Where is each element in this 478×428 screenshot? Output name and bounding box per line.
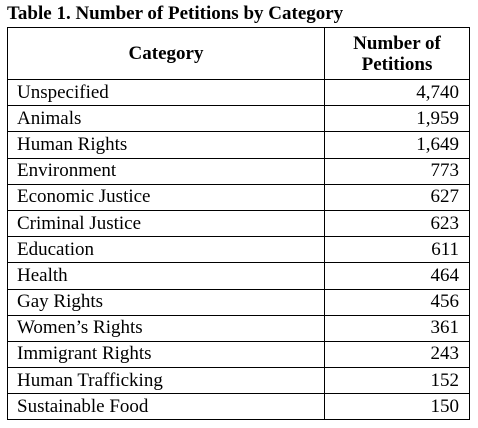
count-cell: 4,740 [324, 78, 470, 107]
header-cell: Category [7, 27, 325, 80]
table-row: Gay Rights 456 [7, 288, 470, 316]
table-row: Environment 773 [7, 157, 470, 185]
header-row: Category Number of Petitions [7, 27, 470, 80]
count-cell: 773 [324, 157, 470, 185]
category-cell: Education [7, 236, 325, 264]
category-cell: Human Rights [7, 131, 325, 159]
table-row: Sustainable Food 150 [7, 393, 470, 421]
table-row: Health 464 [7, 262, 470, 290]
category-cell: Animals [7, 105, 325, 133]
count-cell: 627 [324, 183, 470, 211]
table-row: Animals 1,959 [7, 105, 470, 133]
table-title: Table 1. Number of Petitions by Category [7, 3, 344, 24]
petitions-table: Category Number of Petitions Unspecified… [7, 27, 470, 421]
category-cell: Sustainable Food [7, 393, 325, 421]
table-header: Category Number of Petitions [7, 27, 470, 80]
header-cell: Number of Petitions [324, 27, 470, 80]
table-body: Unspecified 4,740 Animals 1,959 Human Rights… [7, 78, 470, 421]
table-row: Women’s Rights 361 [7, 314, 470, 342]
category-cell: Criminal Justice [7, 209, 325, 238]
table-row: Human Rights 1,649 [7, 131, 470, 159]
table-row: Human Trafficking 152 [7, 367, 470, 395]
category-cell: Health [7, 262, 325, 290]
table-row: Economic Justice 627 [7, 183, 470, 211]
category-cell: Women’s Rights [7, 314, 325, 342]
count-cell: 456 [324, 288, 470, 316]
table-row: Unspecified 4,740 [7, 78, 470, 107]
table-row: Education 611 [7, 236, 470, 264]
count-cell: 1,649 [324, 131, 470, 159]
count-cell: 150 [324, 393, 470, 421]
count-cell: 152 [324, 367, 470, 395]
table-row: Immigrant Rights 243 [7, 340, 470, 369]
table-row: Criminal Justice 623 [7, 209, 470, 238]
category-cell: Economic Justice [7, 183, 325, 211]
count-cell: 464 [324, 262, 470, 290]
count-cell: 361 [324, 314, 470, 342]
count-cell: 623 [324, 209, 470, 238]
count-cell: 243 [324, 340, 470, 369]
count-cell: 1,959 [324, 105, 470, 133]
category-cell: Immigrant Rights [7, 340, 325, 369]
category-cell: Human Trafficking [7, 367, 325, 395]
count-cell: 611 [324, 236, 470, 264]
category-cell: Gay Rights [7, 288, 325, 316]
category-cell: Unspecified [7, 78, 325, 107]
category-cell: Environment [7, 157, 325, 185]
